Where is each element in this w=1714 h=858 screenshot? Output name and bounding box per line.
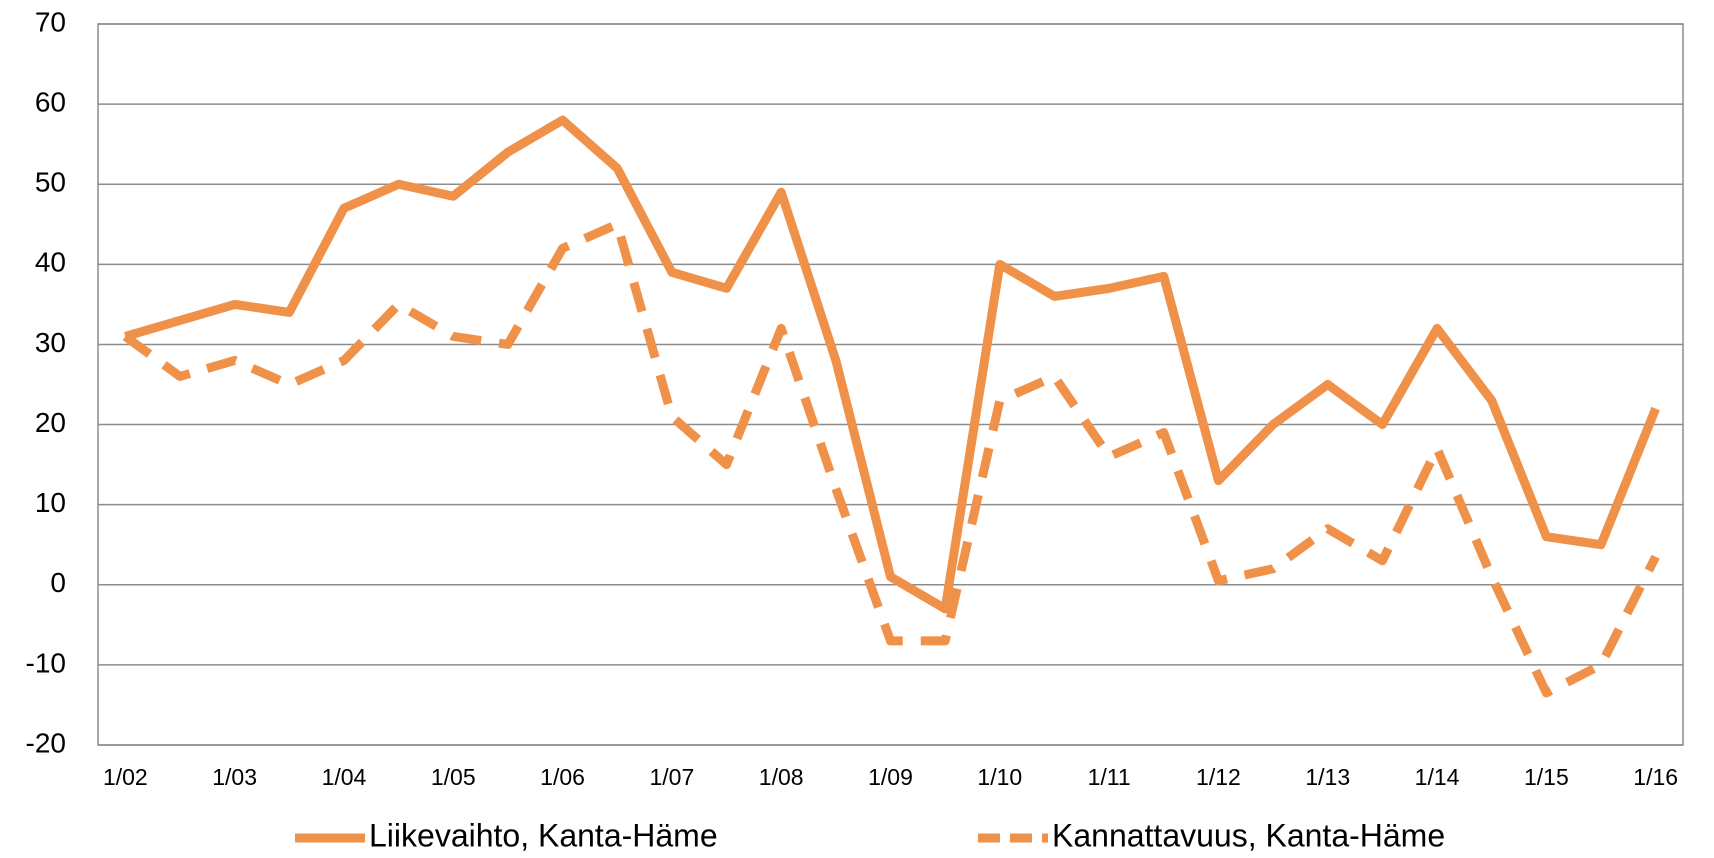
x-tick-label: 1/09	[868, 764, 913, 790]
y-tick-label: 0	[50, 567, 66, 598]
y-tick-label: 40	[35, 247, 66, 278]
y-tick-label: 70	[35, 6, 66, 37]
x-tick-label: 1/03	[212, 764, 257, 790]
x-tick-label: 1/11	[1088, 764, 1131, 790]
x-tick-label: 1/15	[1524, 764, 1569, 790]
series-line	[124, 115, 1660, 614]
y-tick-label: 10	[35, 487, 66, 518]
plot-border	[97, 23, 1684, 746]
x-tick-label: 1/13	[1305, 764, 1350, 790]
x-tick-label: 1/10	[977, 764, 1022, 790]
y-tick-label: 30	[35, 327, 66, 358]
series-line	[122, 219, 1660, 698]
x-tick-label: 1/12	[1196, 764, 1241, 790]
x-tick-label: 1/14	[1415, 764, 1460, 790]
y-tick-label: 50	[35, 167, 66, 198]
x-tick-label: 1/16	[1633, 764, 1678, 790]
y-tick-label: 60	[35, 87, 66, 118]
y-tick-label: 20	[35, 407, 66, 438]
y-tick-label: -10	[26, 647, 66, 678]
x-tick-label: 1/02	[103, 764, 148, 790]
legend-label: Liikevaihto, Kanta-Häme	[369, 817, 718, 853]
x-tick-label: 1/06	[540, 764, 585, 790]
y-tick-label: -20	[26, 727, 66, 758]
x-tick-label: 1/04	[322, 764, 367, 790]
legend-label: Kannattavuus, Kanta-Häme	[1052, 817, 1445, 853]
x-tick-label: 1/07	[649, 764, 694, 790]
x-tick-label: 1/08	[759, 764, 804, 790]
x-tick-label: 1/05	[431, 764, 476, 790]
